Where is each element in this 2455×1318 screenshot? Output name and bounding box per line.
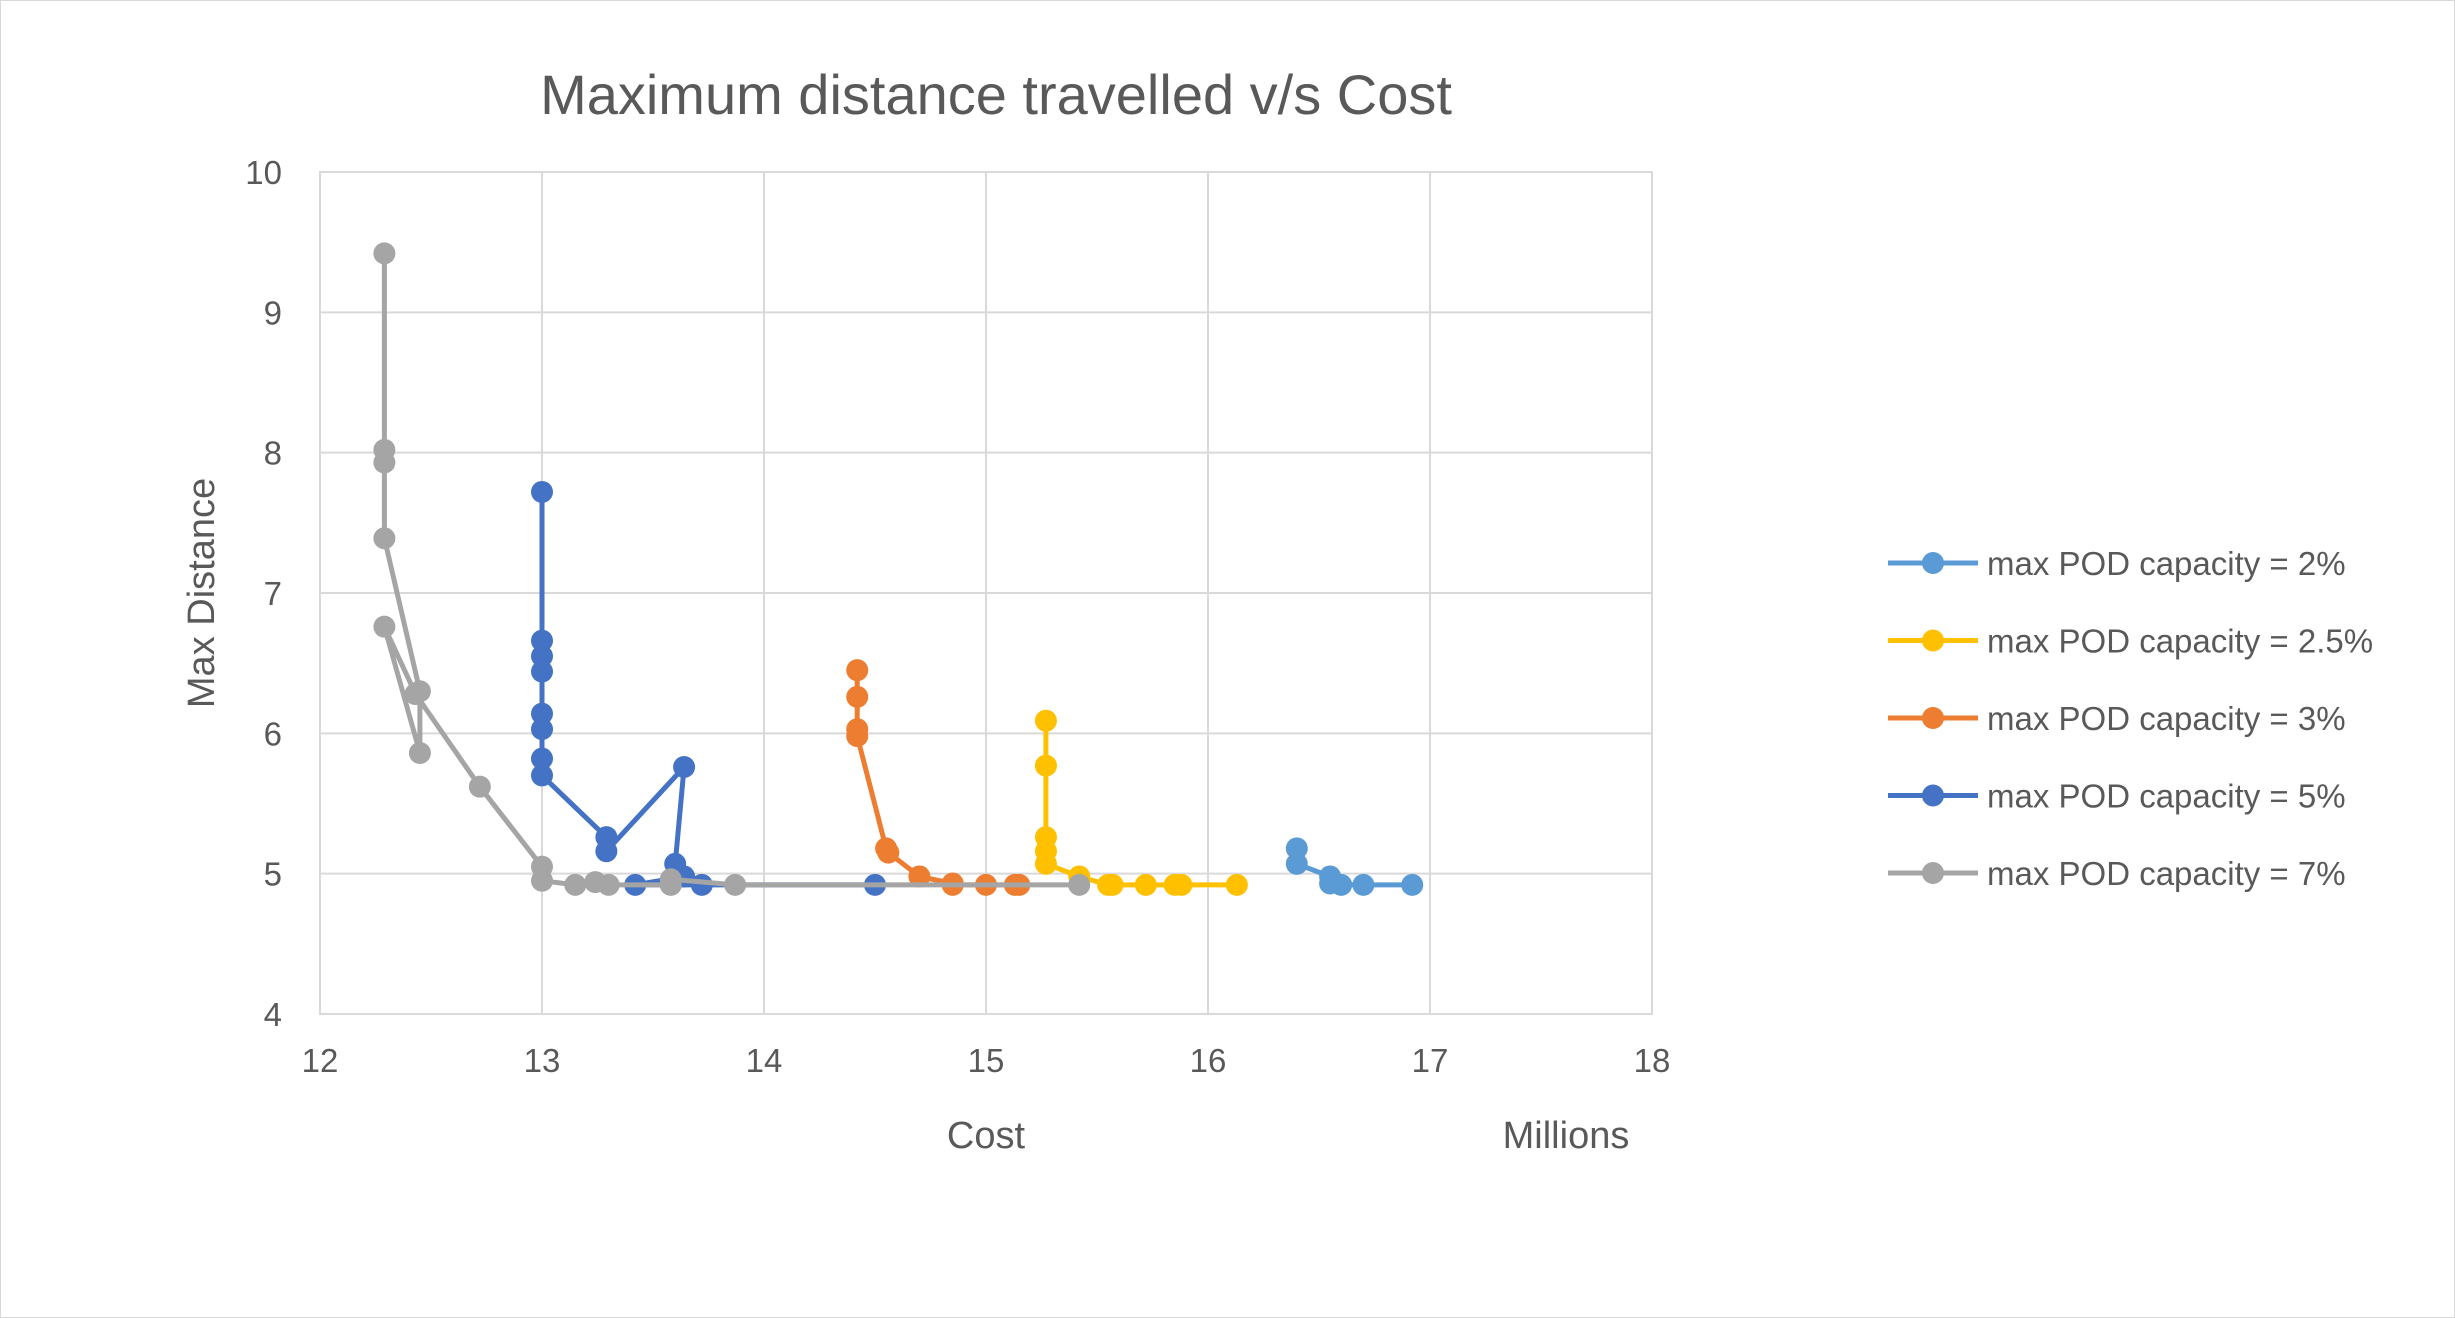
y-tick-label: 4 — [264, 996, 282, 1033]
series-3 — [531, 480, 886, 896]
data-point — [673, 756, 696, 779]
data-point — [1134, 873, 1157, 896]
x-tick-label: 18 — [1634, 1042, 1671, 1079]
legend-item: max POD capacity = 2.5% — [1888, 623, 2373, 660]
data-point — [1401, 873, 1424, 896]
data-point — [595, 840, 618, 863]
data-point — [373, 615, 396, 638]
data-point — [373, 527, 396, 550]
legend-swatch-marker — [1922, 784, 1944, 807]
legend: max POD capacity = 2% max POD capacity = … — [1888, 545, 2373, 892]
legend-item: max POD capacity = 7% — [1888, 855, 2346, 892]
data-point — [531, 645, 553, 668]
y-tick-label: 6 — [264, 715, 282, 752]
data-point — [531, 660, 553, 683]
data-point — [597, 873, 620, 896]
y-tick-label: 9 — [264, 294, 282, 331]
y-tick-label: 7 — [264, 575, 282, 612]
legend-label: max POD capacity = 2% — [1987, 545, 2346, 582]
x-tick-labels: 12 13 14 15 16 17 18 — [302, 1042, 1671, 1079]
data-point — [908, 865, 931, 888]
data-point — [531, 764, 553, 787]
legend-swatch-marker — [1922, 707, 1944, 729]
data-point — [531, 747, 553, 770]
data-point — [1330, 873, 1353, 896]
x-tick-label: 17 — [1412, 1042, 1449, 1079]
data-point — [659, 868, 682, 891]
data-point — [373, 451, 396, 474]
data-point — [846, 685, 869, 708]
legend-label: max POD capacity = 5% — [1987, 778, 2346, 815]
data-point — [1170, 873, 1193, 896]
series-line — [539, 492, 875, 888]
data-point — [564, 873, 587, 896]
legend-swatch-marker — [1922, 862, 1944, 884]
series-4 — [373, 242, 1091, 896]
data-point — [531, 869, 553, 892]
y-tick-labels: 4 5 6 7 8 9 10 — [245, 154, 282, 1033]
data-point — [1034, 709, 1057, 732]
legend-label: max POD capacity = 3% — [1987, 700, 2346, 737]
legend-item: max POD capacity = 5% — [1888, 778, 2346, 815]
y-tick-label: 10 — [245, 154, 282, 191]
data-point — [1101, 873, 1124, 896]
data-point — [1352, 873, 1375, 896]
data-point — [468, 775, 491, 798]
y-axis-title: Max Distance — [181, 478, 223, 708]
x-tick-label: 14 — [746, 1042, 783, 1079]
data-point — [846, 659, 869, 682]
legend-label: max POD capacity = 2.5% — [1987, 623, 2373, 660]
data-point — [404, 683, 427, 706]
data-point — [531, 480, 553, 503]
series-0 — [1285, 837, 1424, 896]
x-axis-unit-label: Millions — [1503, 1115, 1630, 1157]
x-axis-title: Cost — [947, 1115, 1026, 1157]
legend-label: max POD capacity = 7% — [1987, 855, 2346, 892]
series-1 — [1034, 709, 1248, 896]
data-point — [1034, 852, 1057, 875]
data-point — [1285, 837, 1308, 860]
x-tick-label: 15 — [968, 1042, 1005, 1079]
chart-title: Maximum distance travelled v/s Cost — [540, 63, 1452, 126]
data-point — [1068, 873, 1091, 896]
legend-item: max POD capacity = 3% — [1888, 700, 2346, 737]
legend-item: max POD capacity = 2% — [1888, 545, 2346, 582]
data-point — [1034, 754, 1057, 777]
data-point — [531, 702, 553, 725]
x-tick-label: 13 — [524, 1042, 561, 1079]
data-point — [846, 725, 869, 748]
plot-area-border — [319, 171, 1653, 1015]
data-point — [724, 873, 747, 896]
data-point — [373, 242, 396, 265]
series-layer — [373, 242, 1424, 896]
legend-swatch-marker — [1922, 552, 1944, 574]
data-point — [408, 741, 431, 764]
data-point — [1225, 873, 1248, 896]
data-point — [531, 718, 553, 741]
series-2 — [846, 659, 1031, 896]
data-point — [1285, 852, 1308, 875]
x-tick-label: 12 — [302, 1042, 339, 1079]
legend-swatch-marker — [1922, 629, 1944, 652]
y-tick-label: 8 — [264, 435, 282, 472]
x-tick-label: 16 — [1190, 1042, 1227, 1079]
data-point — [877, 841, 900, 864]
y-tick-label: 5 — [264, 856, 282, 893]
data-point — [531, 629, 553, 652]
